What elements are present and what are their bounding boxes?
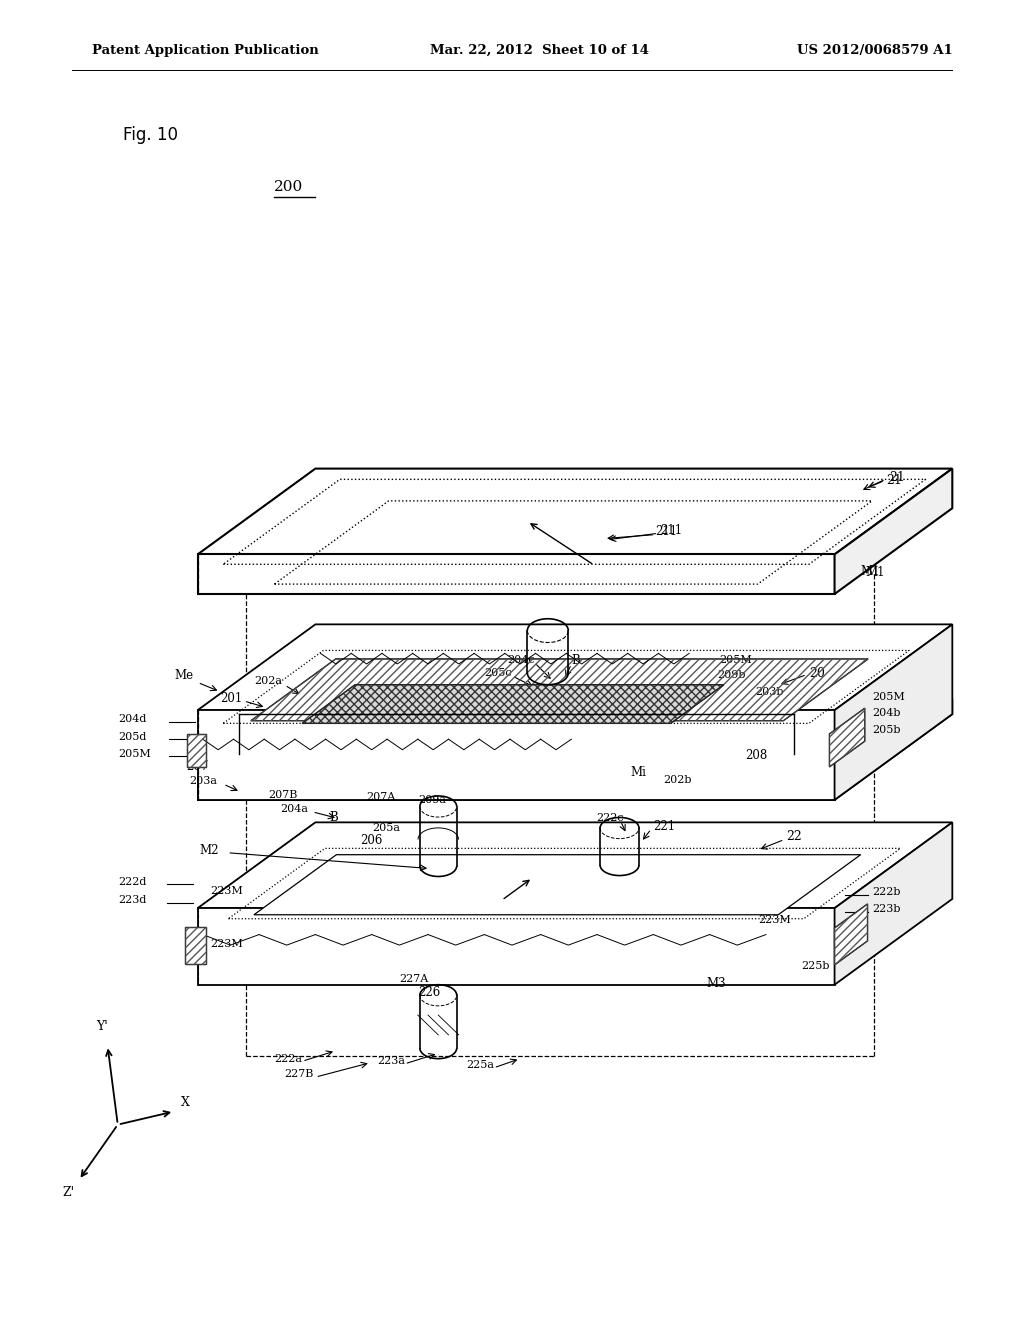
Text: M1: M1 [865, 566, 885, 579]
Text: 205c: 205c [484, 668, 512, 678]
Text: 207: 207 [186, 760, 209, 774]
Text: 202b: 202b [664, 775, 692, 785]
Text: X: X [181, 1096, 190, 1109]
Polygon shape [835, 624, 952, 800]
Text: 223a: 223a [377, 1056, 404, 1067]
Polygon shape [198, 624, 952, 710]
Text: M3: M3 [707, 977, 726, 990]
Text: 223M: 223M [758, 915, 791, 925]
Text: 223M: 223M [210, 886, 243, 896]
Text: 226: 226 [418, 986, 440, 999]
Text: 205d: 205d [118, 731, 146, 742]
Text: 225b: 225b [801, 961, 829, 972]
Text: 209b: 209b [717, 669, 745, 680]
Text: 207B: 207B [268, 789, 298, 800]
Polygon shape [198, 822, 952, 908]
Text: 20: 20 [809, 667, 825, 680]
Text: 201: 201 [220, 692, 243, 705]
Text: 203b: 203b [756, 686, 784, 697]
Text: Patent Application Publication: Patent Application Publication [92, 44, 318, 57]
Text: 211: 211 [655, 525, 678, 539]
Text: Fig. 10: Fig. 10 [123, 125, 178, 144]
Text: 204d: 204d [118, 714, 146, 725]
Text: 203a: 203a [189, 776, 217, 787]
Text: 204a: 204a [281, 804, 308, 814]
Text: 222b: 222b [872, 887, 901, 898]
Text: 222c: 222c [596, 813, 624, 824]
Text: 222d: 222d [118, 876, 146, 887]
Text: 221: 221 [653, 820, 676, 833]
Text: 205M: 205M [118, 748, 151, 759]
Text: 211: 211 [660, 524, 683, 537]
Polygon shape [187, 734, 206, 767]
Text: 204b: 204b [872, 708, 901, 718]
Polygon shape [251, 659, 868, 721]
Text: B: B [571, 653, 581, 667]
Text: M1: M1 [860, 565, 880, 578]
Text: B: B [330, 810, 339, 824]
Text: 206: 206 [360, 834, 383, 847]
Text: 205M: 205M [719, 655, 752, 665]
Text: 205b: 205b [872, 725, 901, 735]
Polygon shape [829, 708, 864, 767]
Text: 227A: 227A [399, 974, 429, 985]
Text: 200: 200 [274, 181, 304, 194]
Polygon shape [835, 822, 952, 985]
Text: Me: Me [174, 669, 194, 682]
Text: 21: 21 [889, 471, 905, 484]
Polygon shape [185, 927, 206, 964]
Polygon shape [835, 904, 867, 965]
Polygon shape [198, 698, 952, 784]
Polygon shape [835, 469, 952, 594]
Polygon shape [835, 698, 952, 800]
Polygon shape [198, 554, 835, 594]
Polygon shape [198, 784, 835, 800]
Text: 208: 208 [745, 748, 768, 762]
Text: 227B: 227B [285, 1069, 314, 1080]
Text: 202a: 202a [254, 676, 282, 686]
Text: Mar. 22, 2012  Sheet 10 of 14: Mar. 22, 2012 Sheet 10 of 14 [430, 44, 649, 57]
Text: 222a: 222a [274, 1053, 302, 1064]
Text: 205a: 205a [373, 822, 400, 833]
Text: 204c: 204c [507, 655, 535, 665]
Text: 209a: 209a [418, 795, 445, 805]
Polygon shape [198, 469, 952, 554]
Text: US 2012/0068579 A1: US 2012/0068579 A1 [797, 44, 952, 57]
Text: 223d: 223d [118, 895, 146, 906]
Text: Z': Z' [62, 1185, 75, 1199]
Polygon shape [302, 685, 724, 723]
Text: 223M: 223M [210, 939, 243, 949]
Text: Mi: Mi [631, 766, 647, 779]
Text: 22: 22 [786, 830, 802, 843]
Text: 223b: 223b [872, 904, 901, 915]
Polygon shape [254, 855, 860, 915]
Text: 21: 21 [886, 474, 902, 487]
Text: M2: M2 [200, 843, 219, 857]
Text: 205M: 205M [872, 692, 905, 702]
Polygon shape [198, 908, 835, 985]
Text: 207A: 207A [367, 792, 396, 803]
Text: Y': Y' [96, 1019, 109, 1032]
Polygon shape [198, 710, 835, 800]
Text: 225a: 225a [466, 1060, 494, 1071]
